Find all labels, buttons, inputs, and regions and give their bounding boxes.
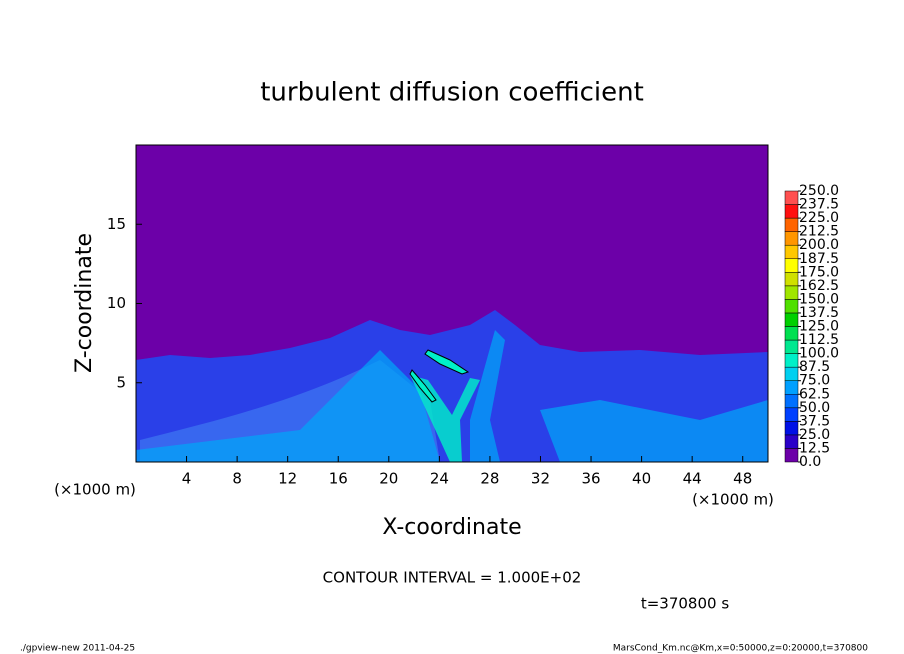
colorbar-label: 175.0 bbox=[799, 264, 839, 280]
colorbar-cell bbox=[784, 380, 799, 395]
x-tick-label: 8 bbox=[232, 470, 242, 488]
colorbar-label: 200.0 bbox=[799, 237, 839, 253]
colorbar-label: 75.0 bbox=[799, 373, 830, 389]
footer-right: MarsCond_Km.nc@Km,x=0:50000,z=0:20000,t=… bbox=[613, 644, 868, 654]
x-tick-label: 20 bbox=[379, 470, 398, 488]
colorbar-cell bbox=[784, 353, 799, 368]
colorbar-label: 225.0 bbox=[799, 210, 839, 226]
chart-title: turbulent diffusion coefficient bbox=[260, 78, 644, 108]
x-tick-label: 44 bbox=[683, 470, 702, 488]
colorbar-label: 125.0 bbox=[799, 319, 839, 335]
contour-interval: CONTOUR INTERVAL = 1.000E+02 bbox=[323, 569, 582, 587]
colorbar-label: 150.0 bbox=[799, 291, 839, 307]
x-tick-label: 36 bbox=[581, 470, 600, 488]
colorbar-label: 25.0 bbox=[799, 427, 830, 443]
y-tick-label: 10 bbox=[107, 294, 126, 312]
colorbar-label: 187.5 bbox=[799, 251, 839, 267]
field bbox=[136, 145, 768, 462]
x-tick-label: 24 bbox=[430, 470, 449, 488]
colorbar-cell bbox=[784, 394, 799, 409]
colorbar-cell bbox=[784, 339, 799, 354]
y-tick-label: 15 bbox=[107, 215, 126, 233]
time-label: t=370800 s bbox=[641, 595, 729, 613]
colorbar-cell bbox=[784, 258, 799, 273]
colorbar-label: 87.5 bbox=[799, 359, 830, 375]
colorbar-label: 100.0 bbox=[799, 346, 839, 362]
colorbar-cell bbox=[784, 366, 799, 381]
x-unit-label: (×1000 m) bbox=[54, 481, 136, 499]
colorbar-cell bbox=[784, 421, 799, 436]
colorbar-label: 112.5 bbox=[799, 332, 839, 348]
contour-line bbox=[409, 369, 437, 403]
x-tick-label: 16 bbox=[329, 470, 348, 488]
colorbar-cell bbox=[784, 312, 799, 327]
colorbar-label: 50.0 bbox=[799, 400, 830, 416]
colorbar-label: 0.0 bbox=[799, 454, 821, 470]
colorbar-cell bbox=[784, 407, 799, 422]
x-tick-label: 12 bbox=[278, 470, 297, 488]
colorbar-label: 137.5 bbox=[799, 305, 839, 321]
x-tick-label: 40 bbox=[632, 470, 651, 488]
y-axis-title: Z-coordinate bbox=[72, 233, 97, 373]
x-tick-label: 28 bbox=[480, 470, 499, 488]
colorbar-cell bbox=[784, 231, 799, 246]
colorbar-label: 212.5 bbox=[799, 224, 839, 240]
colorbar-cell bbox=[784, 448, 799, 463]
colorbar-label: 237.5 bbox=[799, 197, 839, 213]
x-unit-label: (×1000 m) bbox=[692, 491, 774, 509]
colorbar-label: 37.5 bbox=[799, 413, 830, 429]
colorbar-cell bbox=[784, 299, 799, 314]
colorbar-cell bbox=[784, 285, 799, 300]
turbulent-region bbox=[136, 330, 768, 462]
contour-line bbox=[424, 349, 470, 375]
colorbar-cell bbox=[784, 217, 799, 232]
colorbar-cell bbox=[784, 244, 799, 259]
x-tick-label: 4 bbox=[182, 470, 192, 488]
colorbar-cell bbox=[784, 326, 799, 341]
footer-left: ./gpview-new 2011-04-25 bbox=[20, 644, 135, 654]
colorbar-cell bbox=[784, 204, 799, 219]
colorbar-label: 62.5 bbox=[799, 386, 830, 402]
x-tick-label: 32 bbox=[531, 470, 550, 488]
x-axis-title: X-coordinate bbox=[382, 515, 521, 540]
x-tick-label: 48 bbox=[733, 470, 752, 488]
y-tick-label: 5 bbox=[116, 373, 126, 391]
colorbar-label: 162.5 bbox=[799, 278, 839, 294]
colorbar-label: 12.5 bbox=[799, 440, 830, 456]
colorbar-cell bbox=[784, 434, 799, 449]
colorbar-cell bbox=[784, 272, 799, 287]
colorbar-cell bbox=[784, 190, 799, 205]
colorbar-label: 250.0 bbox=[799, 183, 839, 199]
